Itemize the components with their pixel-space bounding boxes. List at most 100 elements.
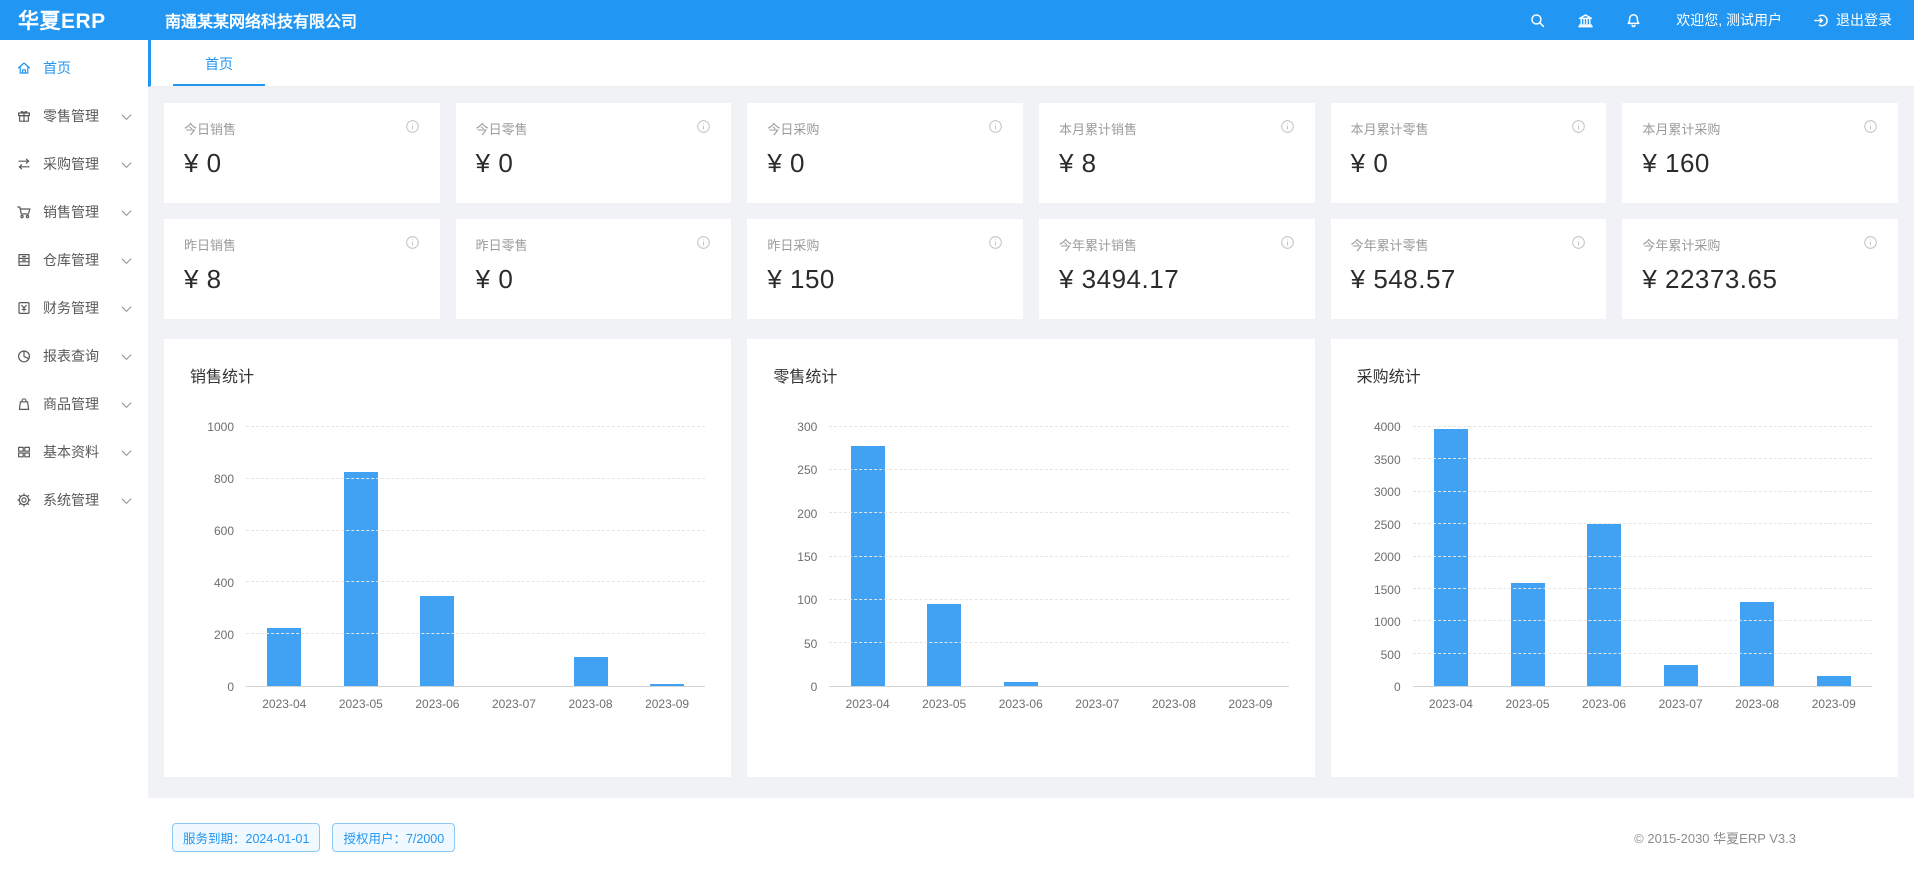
- sidebar-item-finance[interactable]: 财务管理: [0, 284, 148, 332]
- card-title: 今年累计零售: [1350, 238, 1429, 253]
- info-icon[interactable]: [1280, 235, 1295, 250]
- y-tick-label: 1000: [1373, 615, 1401, 629]
- x-tick-label: 2023-08: [568, 697, 613, 711]
- gridline: [829, 426, 1289, 427]
- chevron-down-icon: [121, 445, 132, 456]
- info-icon[interactable]: [696, 235, 711, 250]
- gridline: [829, 512, 1289, 514]
- x-tick-label: 2023-05: [1505, 697, 1550, 711]
- x-tick-label: 2023-06: [1582, 697, 1627, 711]
- info-icon[interactable]: [405, 235, 420, 250]
- card-value: ¥ 8: [1058, 148, 1097, 178]
- info-icon[interactable]: [1571, 235, 1586, 250]
- bag-icon: [16, 396, 32, 412]
- bar-2023-05: [343, 471, 378, 686]
- gridline: [1412, 490, 1872, 492]
- y-tick-label: 3000: [1373, 485, 1401, 499]
- swap-icon: [16, 156, 32, 172]
- y-tick-label: 2000: [1373, 550, 1401, 564]
- card-title: 昨日采购: [767, 238, 820, 253]
- stat-cards-row-2: 昨日销售 ¥ 8 昨日零售 ¥ 0 昨日采购 ¥ 150 今年累计销售 ¥ 34…: [164, 219, 1898, 319]
- sidebar-item-system[interactable]: 系统管理: [0, 476, 148, 524]
- gridline: [246, 426, 706, 427]
- sidebar-item-label: 销售管理: [43, 204, 99, 220]
- sidebar-item-label: 报表查询: [43, 348, 99, 364]
- gridline: [1412, 620, 1872, 622]
- gridline: [829, 598, 1289, 600]
- x-tick-label: 2023-07: [1658, 697, 1703, 711]
- chevron-down-icon: [121, 109, 132, 120]
- card-title: 昨日零售: [475, 238, 528, 253]
- bar-2023-09: [650, 683, 685, 686]
- pie-chart-icon: [16, 348, 32, 364]
- card-value: ¥ 0: [184, 148, 222, 178]
- search-icon[interactable]: [1528, 11, 1546, 29]
- x-tick-label: 2023-07: [491, 697, 536, 711]
- y-tick-label: 500: [1380, 647, 1401, 662]
- card-title: 昨日销售: [184, 238, 237, 253]
- info-icon[interactable]: [988, 235, 1003, 250]
- x-tick-label: 2023-09: [1228, 697, 1273, 711]
- x-tick-label: 2023-05: [922, 697, 967, 711]
- card-value: ¥ 160: [1642, 148, 1710, 178]
- sidebar-item-label: 财务管理: [43, 300, 99, 316]
- stat-card-year-retail: 今年累计零售 ¥ 548.57: [1330, 219, 1607, 319]
- y-tick-label: 4000: [1373, 420, 1401, 434]
- y-tick-label: 200: [797, 506, 818, 521]
- bank-icon[interactable]: [1576, 11, 1594, 29]
- chevron-down-icon: [121, 205, 132, 216]
- chevron-down-icon: [121, 157, 132, 168]
- sidebar-item-warehouse[interactable]: 仓库管理: [0, 236, 148, 284]
- logout-icon: [1812, 11, 1830, 29]
- y-tick-label: 2500: [1373, 517, 1401, 532]
- info-icon[interactable]: [988, 119, 1003, 134]
- card-value: ¥ 8: [184, 264, 222, 294]
- info-icon[interactable]: [1571, 119, 1586, 134]
- chart-title: 销售统计: [190, 369, 255, 386]
- x-tick-label: 2023-04: [845, 697, 890, 711]
- sidebar-item-retail[interactable]: 零售管理: [0, 92, 148, 140]
- y-tick-label: 50: [803, 636, 818, 651]
- retail-chart-panel: 零售统计 0 50 100 150 200 250 300 2023-04 2023-05 20…: [747, 339, 1315, 777]
- gridline: [246, 581, 706, 583]
- card-value: ¥ 22373.65: [1642, 264, 1778, 294]
- sidebar-item-purchase[interactable]: 采购管理: [0, 140, 148, 188]
- info-icon[interactable]: [696, 119, 711, 134]
- sidebar-item-reports[interactable]: 报表查询: [0, 332, 148, 380]
- y-tick-label: 600: [213, 524, 234, 538]
- stat-card-today-retail: 今日零售 ¥ 0: [455, 103, 732, 203]
- sidebar-item-label: 零售管理: [43, 108, 99, 124]
- y-tick-label: 0: [227, 680, 234, 694]
- service-expiry-badge: 服务到期：2024-01-01: [172, 822, 321, 852]
- sidebar-item-basic-data[interactable]: 基本资料: [0, 428, 148, 476]
- bell-icon[interactable]: [1624, 11, 1642, 29]
- card-value: ¥ 150: [767, 264, 835, 294]
- bar-2023-05: [1510, 583, 1545, 686]
- gift-icon: [16, 108, 32, 124]
- y-tick-label: 150: [797, 550, 818, 564]
- chart-title: 采购统计: [1356, 369, 1421, 386]
- info-icon[interactable]: [405, 119, 420, 134]
- y-tick-label: 100: [797, 593, 818, 608]
- sidebar-item-goods[interactable]: 商品管理: [0, 380, 148, 428]
- sales-bar-chart: 0 200 400 600 800 1000 2023-04 2023-05 2023-06 2…: [190, 420, 706, 711]
- stat-card-yesterday-retail: 昨日零售 ¥ 0: [455, 219, 732, 319]
- bar-2023-07: [1663, 664, 1698, 686]
- purchase-chart-panel: 采购统计 0 500 1000 1500 2000 2500 3000 3500 4000 20…: [1330, 339, 1898, 777]
- tab-home[interactable]: 首页: [173, 54, 265, 86]
- info-icon[interactable]: [1863, 235, 1878, 250]
- info-icon[interactable]: [1863, 119, 1878, 134]
- chart-title: 零售统计: [773, 369, 838, 386]
- footer: 服务到期：2024-01-01 授权用户：7/2000 © 2015-2030 …: [148, 798, 1914, 876]
- card-value: ¥ 0: [767, 148, 805, 178]
- copyright-text: © 2015-2030 华夏ERP V3.3: [1634, 830, 1796, 846]
- bar-2023-04: [1433, 429, 1468, 686]
- logout-button[interactable]: 退出登录: [1812, 10, 1892, 30]
- gridline: [829, 641, 1289, 643]
- stat-card-yesterday-sales: 昨日销售 ¥ 8: [164, 219, 440, 319]
- y-tick-label: 1500: [1373, 582, 1401, 597]
- sidebar-item-home[interactable]: 首页: [0, 44, 148, 92]
- gridline: [1412, 652, 1872, 654]
- info-icon[interactable]: [1280, 119, 1295, 134]
- sidebar-item-sales[interactable]: 销售管理: [0, 188, 148, 236]
